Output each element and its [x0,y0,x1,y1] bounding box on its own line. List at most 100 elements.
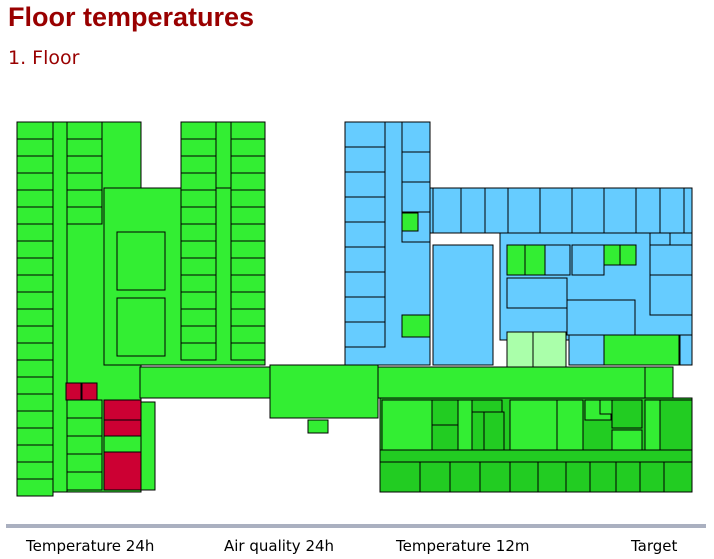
room [659,399,693,451]
room [565,461,591,493]
room [479,461,511,493]
tab[interactable]: Air quality 24h [224,537,335,555]
room [457,399,473,451]
room [16,155,54,174]
room [539,187,573,234]
room [230,206,266,225]
room [66,399,103,419]
room [16,121,54,140]
room [484,187,509,234]
tab[interactable]: Temperature 24h [26,537,155,555]
room [509,461,539,493]
room [180,121,217,140]
room [139,366,646,399]
room [471,399,503,413]
room [230,274,266,293]
room [344,271,386,298]
room [449,461,481,493]
room [644,366,674,399]
room [16,257,54,276]
room [644,399,661,451]
room [344,321,386,348]
room [401,181,431,213]
room [432,244,494,366]
room [52,121,68,493]
room [180,308,217,327]
room [401,314,431,338]
room [16,376,54,395]
room [103,451,142,491]
room [16,274,54,293]
room [635,187,661,234]
room [66,206,103,225]
room [16,291,54,310]
room [506,244,526,276]
floor-plan [16,121,693,497]
room [619,244,637,266]
room [344,246,386,273]
room [116,297,166,357]
room [532,331,567,368]
room [230,325,266,344]
room [431,399,459,426]
room [16,478,54,497]
room [16,427,54,446]
room [103,419,142,437]
room [679,334,693,366]
room [16,189,54,208]
room [180,138,217,157]
room [180,325,217,344]
room [269,364,379,419]
room [66,172,103,191]
room [230,189,266,208]
room [344,296,386,323]
room [66,155,103,174]
room [611,399,643,429]
room [639,461,665,493]
room [81,382,98,401]
room [230,240,266,259]
room [16,461,54,480]
room [66,189,103,208]
tab[interactable]: Temperature 12m [396,537,530,555]
room [66,453,103,473]
room [16,410,54,429]
room [66,471,103,491]
room [344,196,386,223]
room [344,121,386,148]
room [180,291,217,310]
room [66,121,103,140]
tab[interactable]: Target [631,537,678,555]
page-title: Floor temperatures [8,2,255,32]
room [230,223,266,242]
room [66,435,103,455]
room [16,223,54,242]
room [180,274,217,293]
room [571,187,605,234]
room [431,424,459,451]
room [344,221,386,248]
room [615,461,641,493]
room [381,399,433,451]
room [66,417,103,437]
room [544,244,571,276]
room [180,206,217,225]
room [16,240,54,259]
room [506,331,534,368]
room [589,461,617,493]
room [230,291,266,310]
room [507,187,541,234]
room [379,461,421,493]
room [103,399,142,421]
room [16,393,54,412]
room [180,155,217,174]
room [568,334,605,366]
room [566,299,636,336]
room [649,232,671,246]
room [230,172,266,191]
room [571,244,605,276]
room [116,231,166,291]
room [140,401,156,491]
room [401,212,419,232]
